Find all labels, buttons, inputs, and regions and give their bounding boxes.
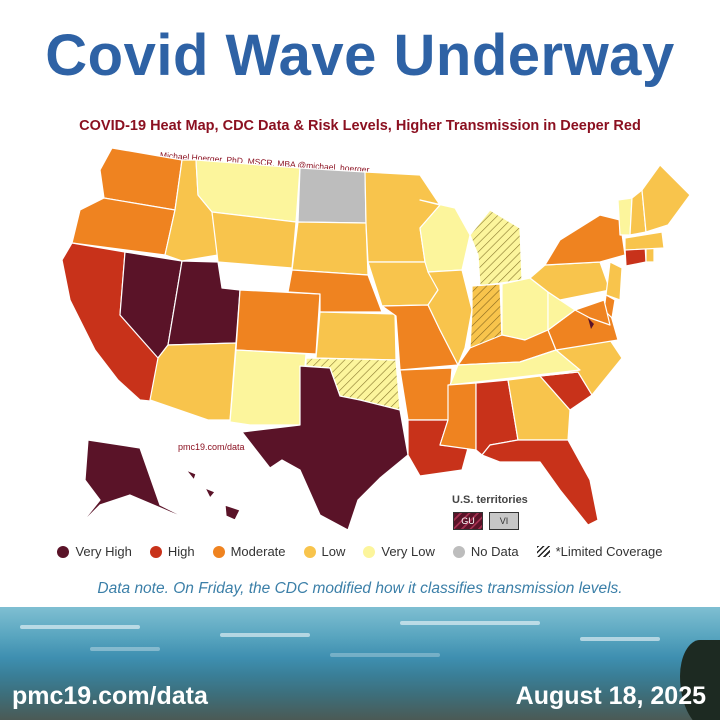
swatch-moderate [212,545,225,558]
footer-url: pmc19.com/data [12,682,208,710]
state-nm [229,349,307,426]
swatch-no-data [452,545,465,558]
map-source-url: pmc19.com/data [178,442,245,452]
footer-date: August 18, 2025 [515,682,706,710]
legend-item-very-high: Very High [57,544,132,559]
legend-item-high: High [149,544,195,559]
swatch-low [303,545,316,558]
legend-item-very-low: Very Low [363,544,435,559]
state-ri [645,247,655,263]
state-fl [481,439,599,526]
state-wy [211,211,297,269]
us-heat-map [61,147,691,531]
state-co [235,289,321,355]
state-me [641,164,691,233]
legend: Very High High Moderate Low Very Low No … [0,544,720,559]
map-title: COVID-19 Heat Map, CDC Data & Risk Level… [79,118,641,134]
state-tx [241,365,409,531]
state-ms [439,382,477,451]
legend-item-limited: *Limited Coverage [536,544,663,559]
ocean-background-image [0,607,720,720]
legend-item-moderate: Moderate [212,544,286,559]
data-note: Data note. On Friday, the CDC modified h… [97,580,623,597]
state-nc [539,339,623,396]
territories-title: U.S. territories [452,494,528,506]
swatch-limited-coverage [536,546,550,557]
state-hi [185,469,241,521]
swatch-very-low [363,545,376,558]
page-title: Covid Wave Underway [45,23,675,88]
state-nj [605,261,623,301]
territory-vi: VI [489,512,519,530]
state-or [71,197,176,256]
dc-marker [588,318,594,329]
state-md [574,299,611,326]
legend-item-low: Low [303,544,345,559]
territory-gu: GU [453,512,483,530]
state-ar [399,367,453,421]
legend-item-no-data: No Data [452,544,519,559]
state-ak [79,439,191,526]
swatch-high [149,545,162,558]
state-mi [469,209,523,287]
state-nd [297,167,367,224]
state-sd [291,221,369,276]
swatch-very-high [57,545,70,558]
state-ga [507,375,571,441]
state-ny [544,214,626,266]
state-ks [315,311,397,361]
state-az [149,342,237,421]
state-ma [624,231,665,251]
